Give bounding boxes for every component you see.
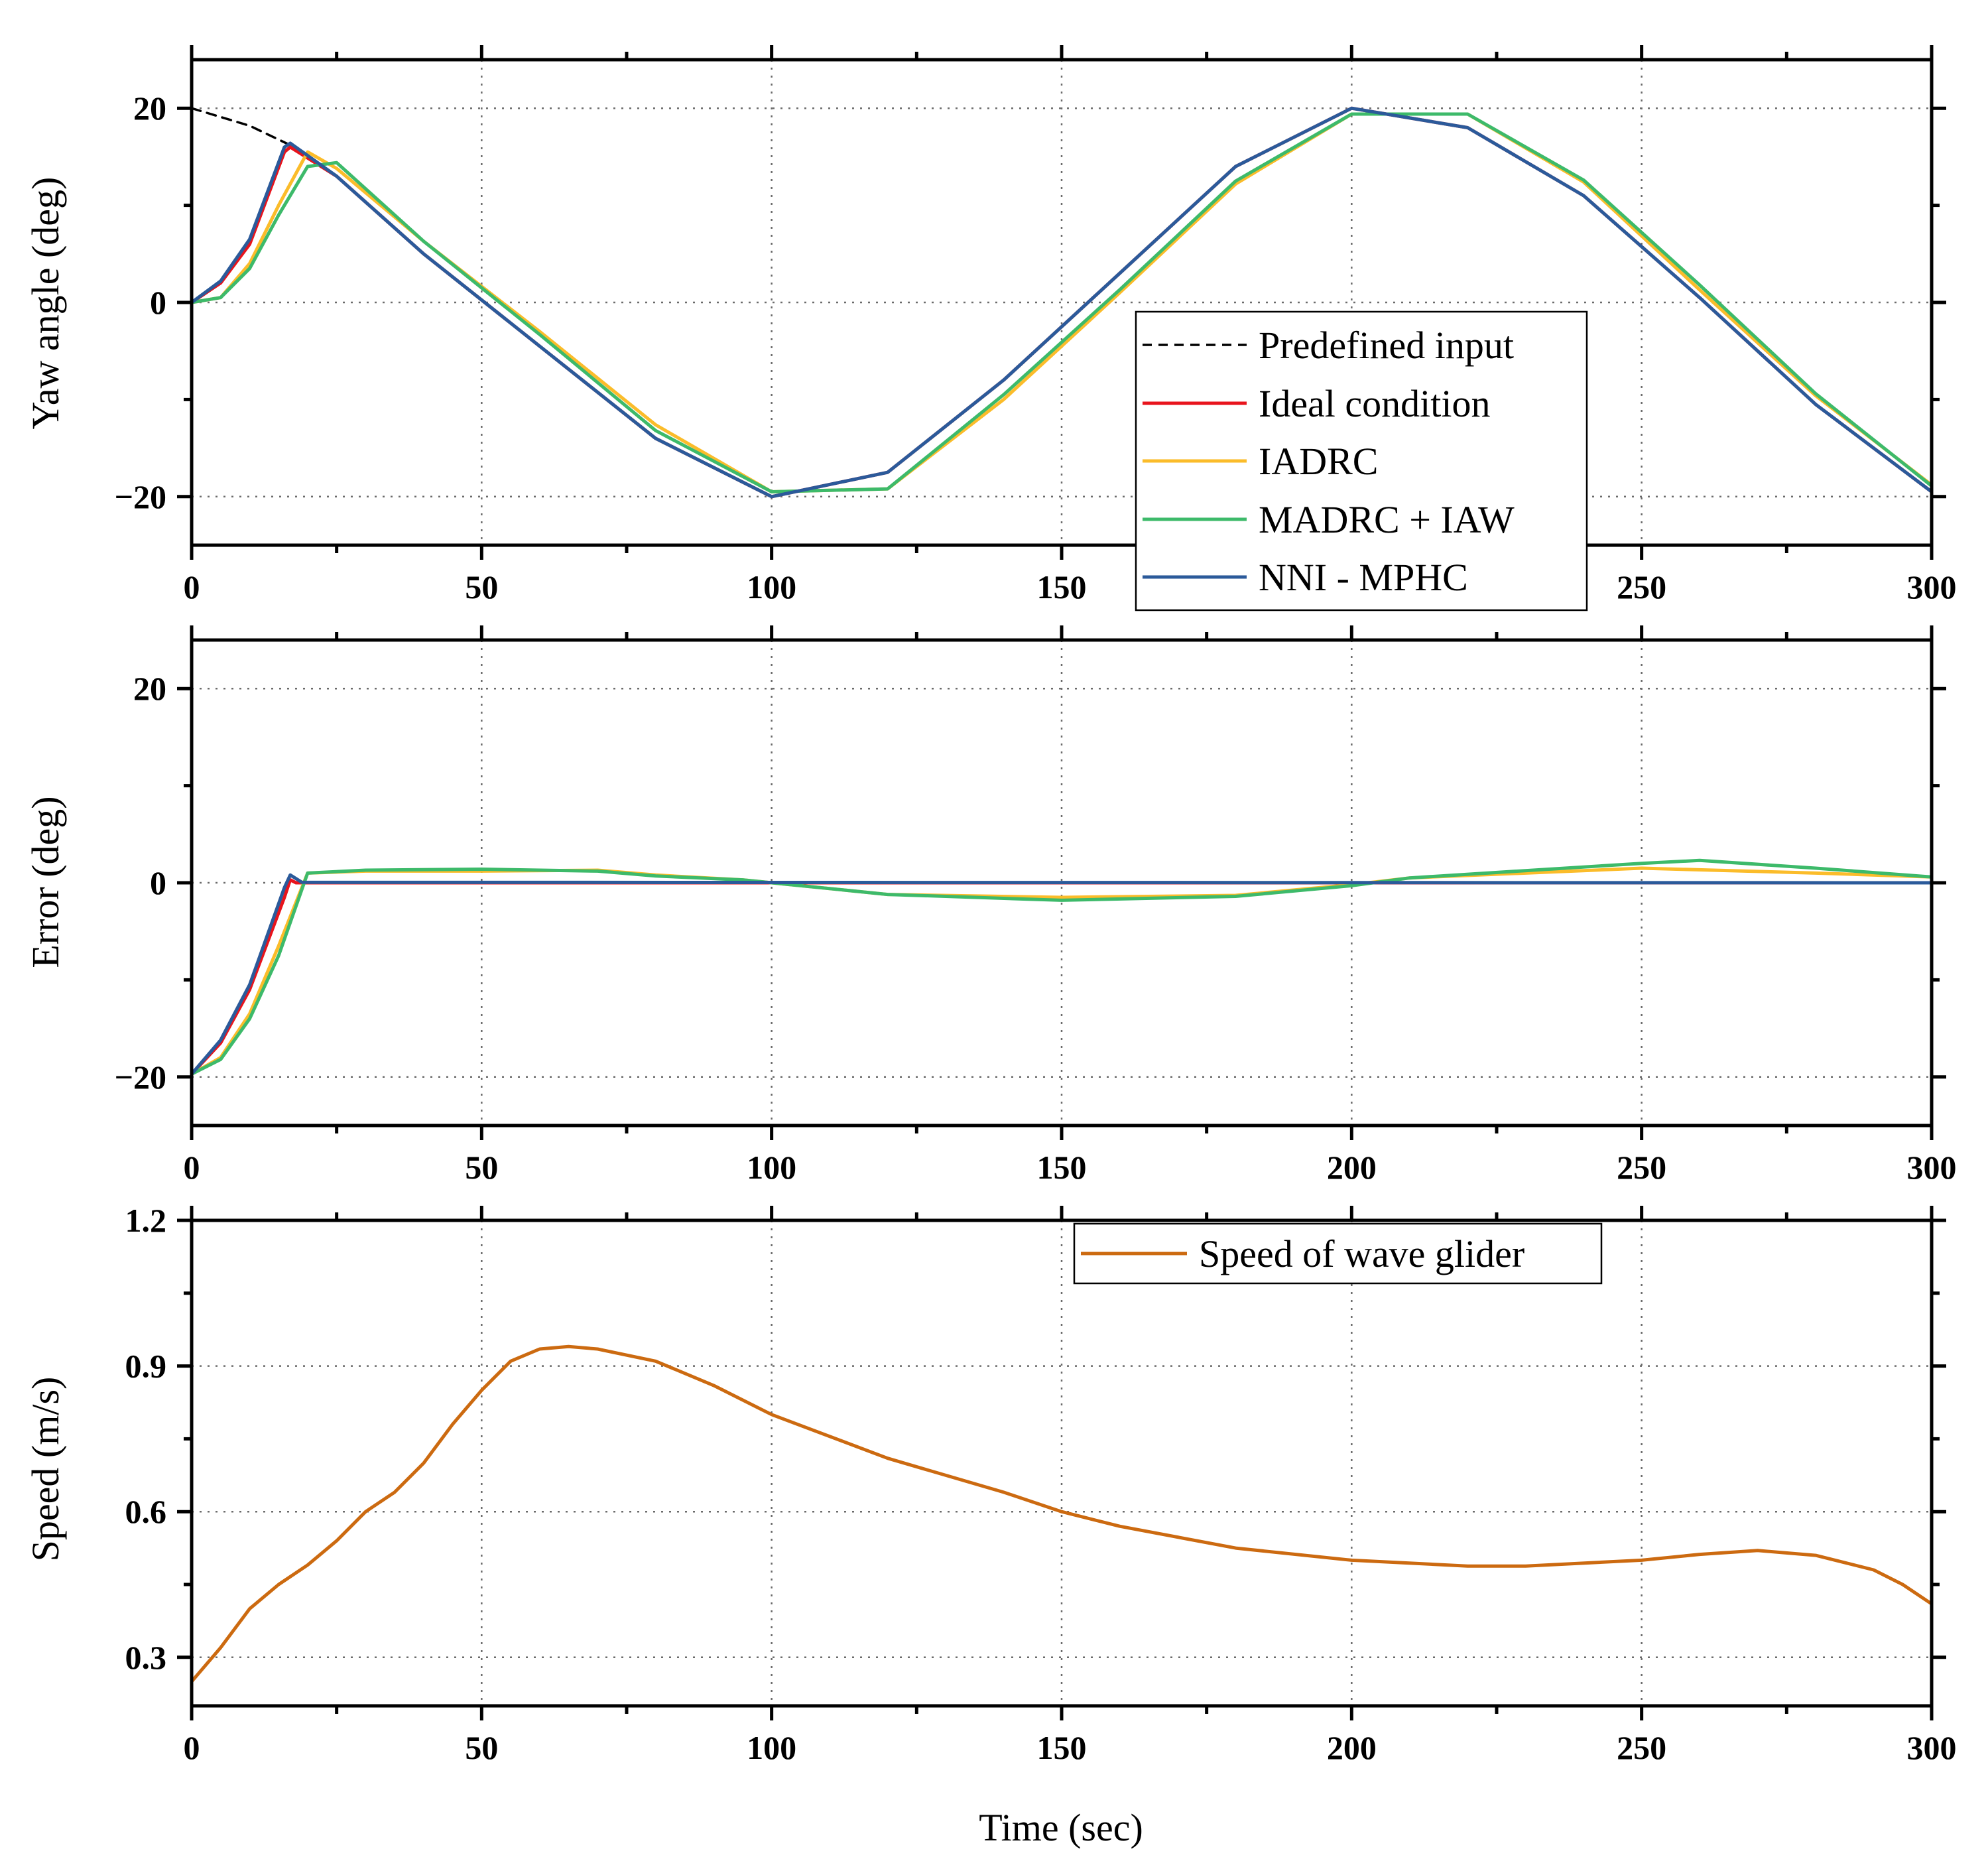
y-tick-label: 0.9 xyxy=(125,1348,167,1385)
series-line-madrc-iaw xyxy=(190,112,1934,493)
x-tick-label: 50 xyxy=(465,568,498,606)
speed-panel: 0 50 100 150 200 250 300 0.3 0.6 0.9 1.2 xyxy=(125,1202,1957,1766)
y-tick-label: 0 xyxy=(150,864,166,901)
x-tick-label: 300 xyxy=(1907,568,1957,606)
x-tick-label: 300 xyxy=(1907,1729,1957,1766)
y-tick-label: 0.3 xyxy=(125,1639,167,1676)
y-tick-label: 20 xyxy=(133,90,166,127)
series-line-nni-mphc xyxy=(190,873,1934,1076)
x-tick-label: 200 xyxy=(1327,1149,1377,1186)
series-line-ideal-condition xyxy=(190,878,1934,1076)
legend-label-nni-mphc: NNI - MPHC xyxy=(1259,556,1468,599)
y-axis-title-error: Error (deg) xyxy=(24,796,67,968)
speed-legend: Speed of wave glider xyxy=(1073,1222,1603,1285)
x-tick-label: 100 xyxy=(747,1729,796,1766)
x-tick-label: 150 xyxy=(1037,1729,1087,1766)
x-tick-label: 150 xyxy=(1037,1149,1087,1186)
legend-label-madrc-iaw: MADRC + IAW xyxy=(1259,498,1515,541)
series-line-speed-of-wave-glider xyxy=(190,1344,1934,1683)
y-tick-label: −20 xyxy=(115,478,167,515)
x-tick-label: 50 xyxy=(465,1729,498,1766)
legend-label-speed: Speed of wave glider xyxy=(1199,1232,1524,1275)
y-tick-label: 1.2 xyxy=(125,1202,167,1239)
series-line-predefined-input xyxy=(190,107,1933,498)
x-tick-label: 250 xyxy=(1617,1149,1666,1186)
y-tick-label: 20 xyxy=(133,670,166,707)
y-tick-label: 0.6 xyxy=(125,1493,167,1530)
x-tick-label: 100 xyxy=(747,1149,796,1186)
y-tick-label: −20 xyxy=(115,1059,167,1096)
x-tick-label: 200 xyxy=(1327,1729,1377,1766)
x-tick-label: 50 xyxy=(465,1149,498,1186)
x-tick-label: 0 xyxy=(184,1149,200,1186)
error-panel: 0 50 100 150 200 250 300 −20 0 20 xyxy=(115,625,1957,1186)
legend-label-iadrc: IADRC xyxy=(1259,440,1378,483)
legend-label-ideal-condition: Ideal condition xyxy=(1259,382,1491,425)
legend-box xyxy=(1073,1222,1603,1285)
yaw-legend: Predefined input Ideal condition IADRC M… xyxy=(1135,310,1588,612)
x-tick-label: 150 xyxy=(1037,568,1087,606)
x-tick-label: 0 xyxy=(184,568,200,606)
y-tick-label: 0 xyxy=(150,284,166,321)
x-tick-label: 100 xyxy=(747,568,796,606)
x-tick-label: 250 xyxy=(1617,1729,1666,1766)
y-axis-title-speed: Speed (m/s) xyxy=(24,1377,67,1562)
series-line-ideal-condition xyxy=(190,106,1934,499)
x-tick-label: 0 xyxy=(184,1729,200,1766)
y-axis-title-yaw: Yaw angle (deg) xyxy=(24,177,67,430)
legend-label-predefined-input: Predefined input xyxy=(1259,324,1514,367)
x-tick-label: 250 xyxy=(1617,568,1666,606)
x-tick-label: 300 xyxy=(1907,1149,1957,1186)
series-line-nni-mphc xyxy=(190,106,1934,499)
x-axis-title: Time (sec) xyxy=(979,1806,1143,1849)
